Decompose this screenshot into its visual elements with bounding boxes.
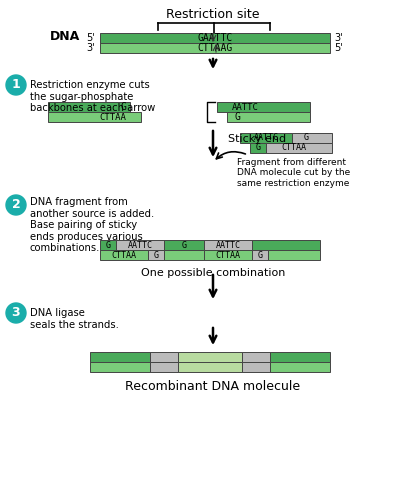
Bar <box>204 240 252 250</box>
Bar <box>242 362 270 372</box>
Bar <box>270 362 330 372</box>
Bar <box>116 240 164 250</box>
Circle shape <box>6 303 26 323</box>
Bar <box>227 112 310 122</box>
Text: Restriction site: Restriction site <box>166 8 260 21</box>
Text: AATTC: AATTC <box>128 240 152 250</box>
Text: 1: 1 <box>12 78 21 92</box>
Text: DNA fragment from
another source is added.
Base pairing of sticky
ends produces : DNA fragment from another source is adde… <box>30 197 154 254</box>
Bar <box>252 250 268 260</box>
Text: G: G <box>181 240 186 250</box>
Text: Recombinant DNA molecule: Recombinant DNA molecule <box>126 380 301 393</box>
Bar <box>100 240 116 250</box>
Bar <box>250 143 266 153</box>
Circle shape <box>6 195 26 215</box>
Bar <box>292 133 332 143</box>
Text: G: G <box>105 240 110 250</box>
Text: 3': 3' <box>334 33 343 43</box>
Text: 5': 5' <box>334 43 343 53</box>
Text: Restriction enzyme cuts
the sugar-phosphate
backbones at each arrow: Restriction enzyme cuts the sugar-phosph… <box>30 80 155 113</box>
Bar <box>90 352 150 362</box>
Text: 2: 2 <box>12 198 21 211</box>
Text: Fragment from different
DNA molecule cut by the
same restriction enzyme: Fragment from different DNA molecule cut… <box>237 158 350 188</box>
Bar <box>204 250 252 260</box>
Text: One possible combination: One possible combination <box>141 268 285 278</box>
Bar <box>178 352 242 362</box>
Text: CTTAA: CTTAA <box>215 250 241 260</box>
Bar <box>164 240 204 250</box>
Bar <box>164 250 204 260</box>
Text: G: G <box>304 134 309 142</box>
Bar <box>100 43 330 53</box>
Text: 5': 5' <box>86 33 95 43</box>
Text: G: G <box>120 102 126 112</box>
Text: DNA: DNA <box>50 30 80 43</box>
Bar <box>150 352 178 362</box>
Bar <box>150 362 178 372</box>
Bar <box>268 250 320 260</box>
Bar <box>100 250 148 260</box>
Text: AATTC: AATTC <box>231 102 258 112</box>
Bar <box>240 133 292 143</box>
Text: CTTAA: CTTAA <box>100 112 126 122</box>
Bar <box>48 112 141 122</box>
Text: CTTAAG: CTTAAG <box>197 43 233 53</box>
Text: GAATTC: GAATTC <box>197 33 233 43</box>
Bar <box>148 250 164 260</box>
Text: G: G <box>255 144 260 152</box>
Bar <box>266 143 332 153</box>
Bar <box>242 352 270 362</box>
Circle shape <box>6 75 26 95</box>
Text: Sticky end: Sticky end <box>228 134 286 144</box>
Text: DNA ligase
seals the strands.: DNA ligase seals the strands. <box>30 308 119 330</box>
Bar <box>252 240 320 250</box>
Text: AATTC: AATTC <box>215 240 241 250</box>
Bar <box>100 33 330 43</box>
Bar <box>48 102 130 112</box>
Text: AATTC: AATTC <box>254 134 278 142</box>
Text: CTTAA: CTTAA <box>281 144 307 152</box>
Bar <box>90 362 150 372</box>
Bar <box>270 352 330 362</box>
Text: 3': 3' <box>87 43 95 53</box>
Text: CTTAA: CTTAA <box>111 250 136 260</box>
Bar <box>178 362 242 372</box>
Text: 3: 3 <box>12 306 20 320</box>
Text: G: G <box>153 250 158 260</box>
Text: G: G <box>257 250 262 260</box>
Bar <box>217 102 310 112</box>
Text: G: G <box>234 112 240 122</box>
